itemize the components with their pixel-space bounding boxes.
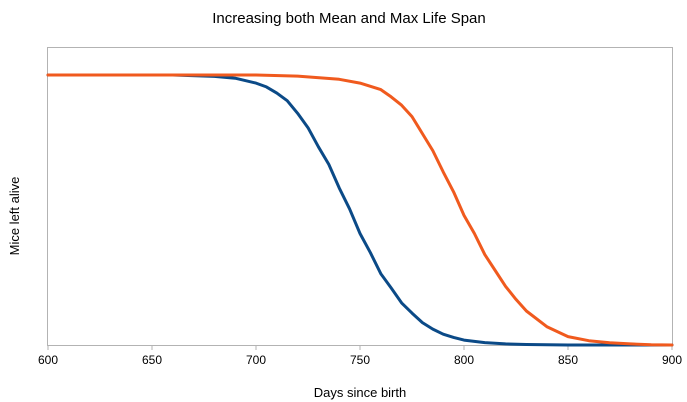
x-tick-label: 900 — [662, 353, 682, 367]
x-tick-label: 600 — [38, 353, 58, 367]
x-tick-label: 750 — [350, 353, 370, 367]
plot-frame — [47, 47, 673, 346]
y-axis-label: Mice left alive — [7, 177, 22, 256]
series-line-2 — [46, 73, 674, 347]
chart-title: Increasing both Mean and Max Life Span — [212, 10, 486, 27]
x-axis-ticks: 600 650 700 750 800 850 900 — [38, 345, 682, 367]
x-tick-label: 650 — [142, 353, 162, 367]
x-tick-label: 800 — [454, 353, 474, 367]
series-layer — [46, 73, 674, 347]
x-tick-label: 850 — [558, 353, 578, 367]
series-line-1 — [46, 73, 674, 347]
x-tick-label: 700 — [246, 353, 266, 367]
x-axis-label: Days since birth — [314, 385, 406, 400]
